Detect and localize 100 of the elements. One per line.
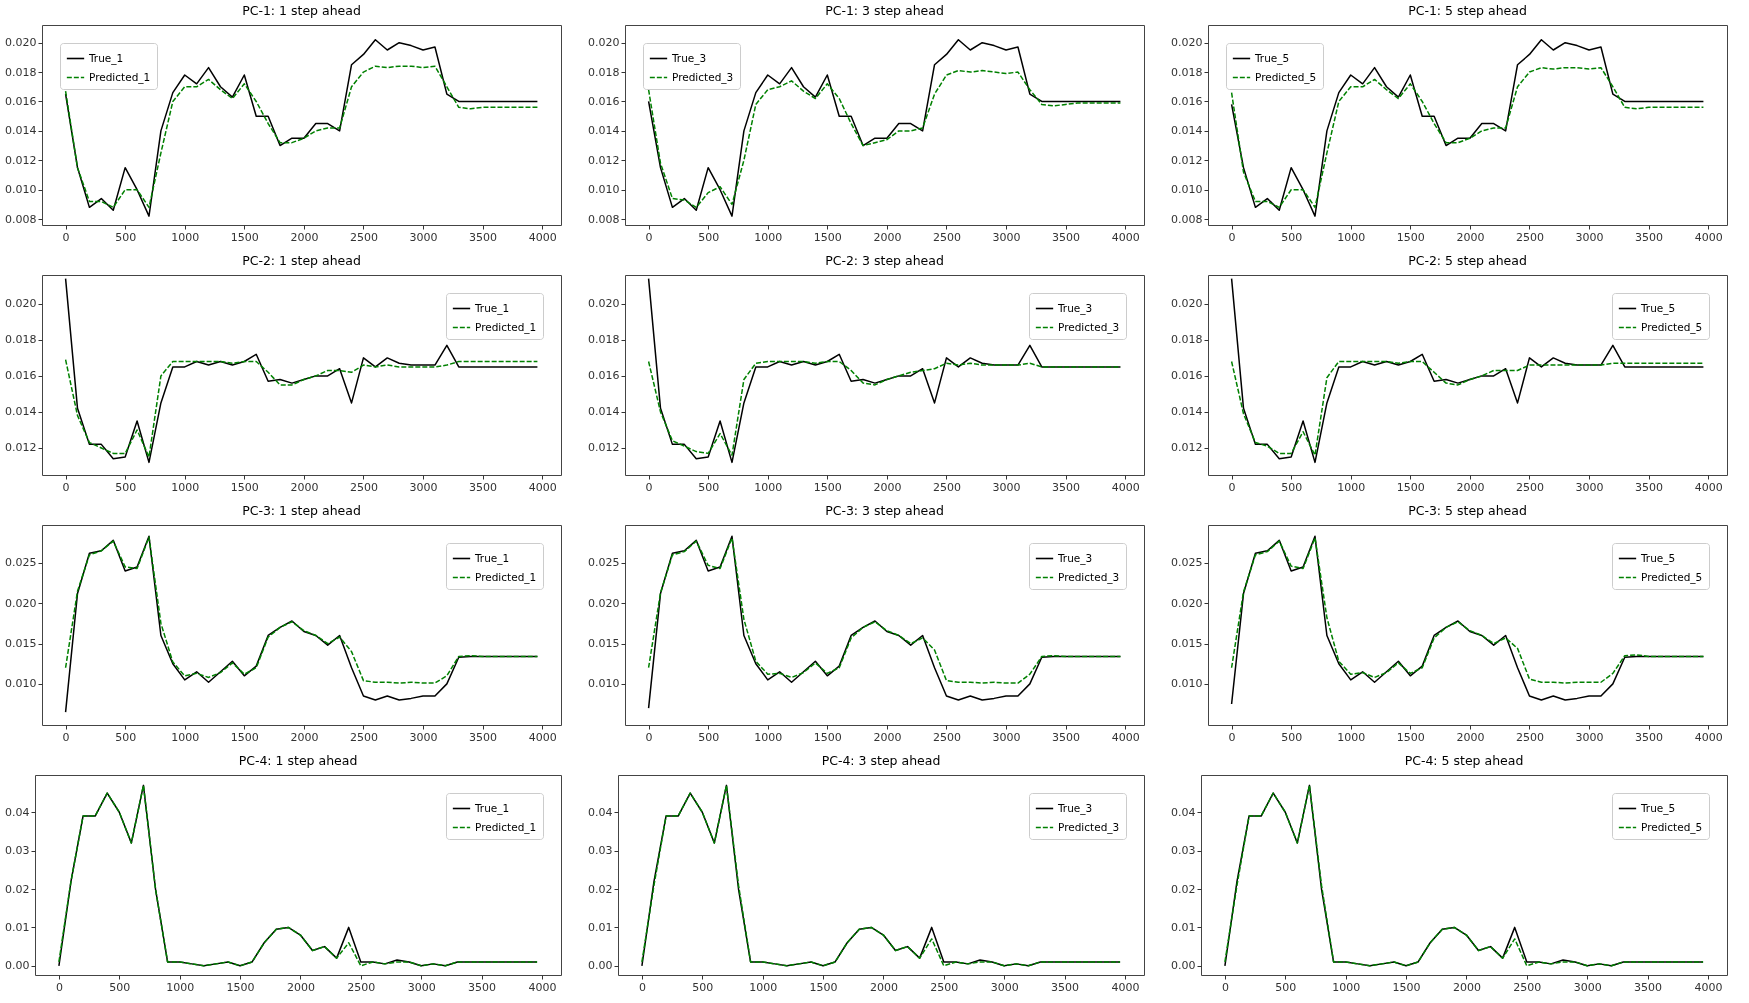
x-tick-label: 3500 <box>1052 730 1081 744</box>
x-tick-label: 2000 <box>290 730 319 744</box>
y-tick-label: 0.012 <box>5 153 37 167</box>
x-tick-label: 1000 <box>749 980 778 994</box>
x-tick-label: 3000 <box>1573 980 1602 994</box>
x-tick-label: 1500 <box>230 230 259 244</box>
x-tick-label: 4000 <box>528 230 557 244</box>
x-tick-label: 1500 <box>1396 480 1425 494</box>
x-tick-label: 3500 <box>1052 480 1081 494</box>
x-tick-label: 0 <box>1228 480 1236 494</box>
y-tick-label: 0.03 <box>5 844 30 858</box>
line-series <box>1230 66 1705 209</box>
x-tick-label: 3000 <box>1575 730 1604 744</box>
x-tick-label: 3500 <box>1052 230 1081 244</box>
y-tick-label: 0.04 <box>1171 805 1196 819</box>
x-tick-label: 2000 <box>1456 730 1485 744</box>
x-tick-label: 2500 <box>932 730 961 744</box>
y-tick-label: 0.014 <box>5 124 37 138</box>
y-tick-label: 0.016 <box>1171 94 1203 108</box>
x-tick-label: 500 <box>115 230 137 244</box>
x-tick-label: 2000 <box>873 730 902 744</box>
chart-title: PC-1: 1 step ahead <box>242 2 361 18</box>
legend-label: True_1 <box>474 301 510 315</box>
y-tick-label: 0.008 <box>588 212 620 226</box>
chart-title: PC-3: 1 step ahead <box>242 502 361 518</box>
x-tick-label: 3500 <box>1635 480 1664 494</box>
y-tick-label: 0.01 <box>588 920 613 934</box>
y-tick-label: 0.012 <box>588 153 620 167</box>
y-tick-label: 0.020 <box>5 596 37 610</box>
line-series <box>58 784 538 967</box>
x-tick-label: 3500 <box>1634 980 1663 994</box>
x-tick-label: 2500 <box>349 230 378 244</box>
y-tick-label: 0.04 <box>588 805 613 819</box>
x-tick-label: 4000 <box>528 480 557 494</box>
x-tick-label: 2000 <box>1456 230 1485 244</box>
y-tick-label: 0.015 <box>5 637 37 651</box>
x-tick-label: 2000 <box>869 980 898 994</box>
chart-title: PC-3: 3 step ahead <box>825 502 944 518</box>
x-tick-label: 500 <box>1281 230 1303 244</box>
y-tick-label: 0.010 <box>1171 677 1203 691</box>
y-tick-label: 0.010 <box>588 677 620 691</box>
y-tick-label: 0.016 <box>588 369 620 383</box>
y-tick-label: 0.025 <box>588 556 620 570</box>
y-tick-label: 0.012 <box>1171 441 1203 455</box>
x-tick-label: 2500 <box>347 980 376 994</box>
y-tick-label: 0.012 <box>5 441 37 455</box>
legend-label: Predicted_5 <box>1255 70 1317 84</box>
x-tick-label: 3000 <box>409 230 438 244</box>
x-tick-label: 1500 <box>809 980 838 994</box>
y-tick-label: 0.03 <box>1171 844 1196 858</box>
x-tick-label: 3000 <box>407 980 436 994</box>
legend-label: True_3 <box>1057 301 1093 315</box>
chart-title: PC-4: 1 step ahead <box>238 752 358 768</box>
chart-title: PC-2: 3 step ahead <box>825 252 944 268</box>
x-tick-label: 4000 <box>1694 230 1723 244</box>
legend-label: Predicted_5 <box>1641 820 1703 834</box>
line-series <box>1230 360 1705 456</box>
y-tick-label: 0.025 <box>5 556 37 570</box>
x-tick-label: 2500 <box>1515 230 1544 244</box>
x-tick-label: 4000 <box>1111 980 1140 994</box>
x-tick-label: 1500 <box>813 230 842 244</box>
y-tick-label: 0.018 <box>588 65 620 79</box>
x-tick-label: 0 <box>1221 980 1229 994</box>
y-tick-label: 0.01 <box>1171 920 1196 934</box>
line-series <box>64 277 539 464</box>
x-tick-label: 3500 <box>469 480 498 494</box>
x-tick-label: 1500 <box>813 480 842 494</box>
x-tick-label: 0 <box>62 230 70 244</box>
line-series <box>64 536 539 684</box>
y-tick-label: 0.020 <box>5 36 37 50</box>
x-tick-label: 4000 <box>528 980 557 994</box>
y-tick-label: 0.020 <box>1171 36 1203 50</box>
y-tick-label: 0.00 <box>5 959 30 973</box>
y-tick-label: 0.018 <box>1171 333 1203 347</box>
x-tick-label: 4000 <box>1111 230 1140 244</box>
y-tick-label: 0.014 <box>1171 405 1203 419</box>
legend-label: True_1 <box>88 51 124 65</box>
x-tick-label: 2000 <box>290 480 319 494</box>
legend-label: Predicted_1 <box>475 820 537 834</box>
y-tick-label: 0.014 <box>588 124 620 138</box>
line-series <box>647 537 1122 684</box>
legend-label: Predicted_3 <box>1058 820 1120 834</box>
x-tick-label: 1000 <box>1332 980 1361 994</box>
y-tick-label: 0.016 <box>1171 369 1203 383</box>
y-tick-label: 0.018 <box>1171 65 1203 79</box>
line-series <box>64 65 539 209</box>
y-tick-label: 0.020 <box>588 36 620 50</box>
x-tick-label: 4000 <box>1111 480 1140 494</box>
x-tick-label: 2500 <box>930 980 959 994</box>
line-series <box>647 69 1122 209</box>
x-tick-label: 1000 <box>754 230 783 244</box>
x-tick-label: 3000 <box>992 480 1021 494</box>
y-tick-label: 0.00 <box>1171 959 1196 973</box>
y-tick-label: 0.04 <box>5 805 30 819</box>
x-tick-label: 3000 <box>990 980 1019 994</box>
x-tick-label: 500 <box>698 730 720 744</box>
chart-title: PC-1: 5 step ahead <box>1408 2 1527 18</box>
x-tick-label: 4000 <box>1694 730 1723 744</box>
y-tick-label: 0.014 <box>5 405 37 419</box>
legend-label: Predicted_3 <box>1058 320 1120 334</box>
